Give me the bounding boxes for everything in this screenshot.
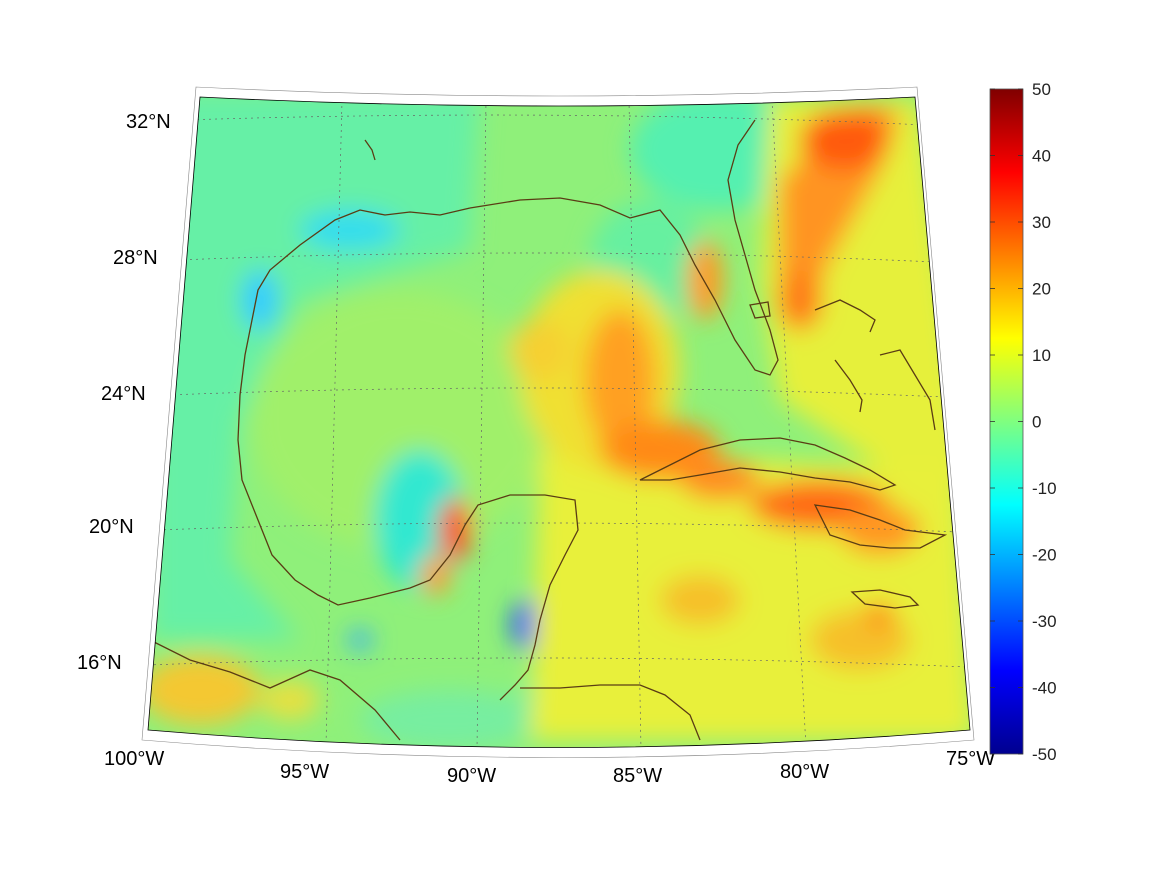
lat-label-28n: 28°N (113, 247, 158, 269)
colorbar-label: 10 (1032, 346, 1051, 365)
colorbar-label: 30 (1032, 213, 1051, 232)
lat-label-32n: 32°N (126, 111, 171, 133)
coastlines (149, 119, 948, 741)
colorbar-label: -20 (1032, 546, 1057, 565)
lon-label-75w: 75°W (946, 748, 995, 770)
lat-labels: 32°N 28°N 24°N 20°N 16°N (77, 111, 171, 674)
lat-label-24n: 24°N (101, 383, 146, 405)
colorbar-label: -40 (1032, 679, 1057, 698)
lat-label-20n: 20°N (89, 516, 134, 538)
colorbar-label: -10 (1032, 479, 1057, 498)
colorbar-label: 40 (1032, 147, 1051, 166)
colorbar: 50 40 30 20 10 0 -10 -20 -30 -40 -50 (989, 80, 1057, 764)
lon-labels: 100°W 95°W 90°W 85°W 80°W 75°W (104, 748, 995, 787)
lon-label-100w: 100°W (104, 748, 164, 770)
colorbar-label: -30 (1032, 612, 1057, 631)
lon-label-90w: 90°W (447, 765, 496, 787)
colorbar-gradient (989, 88, 1024, 755)
colorbar-label: -50 (1032, 745, 1057, 764)
lon-label-95w: 95°W (280, 761, 329, 783)
lat-label-16n: 16°N (77, 652, 122, 674)
lon-label-85w: 85°W (613, 765, 662, 787)
map-frame (141, 86, 975, 758)
colorbar-label: 0 (1032, 413, 1041, 432)
lon-label-80w: 80°W (780, 761, 829, 783)
colorbar-label: 20 (1032, 280, 1051, 299)
anomaly-field (148, 97, 970, 748)
colorbar-label: 50 (1032, 80, 1051, 99)
